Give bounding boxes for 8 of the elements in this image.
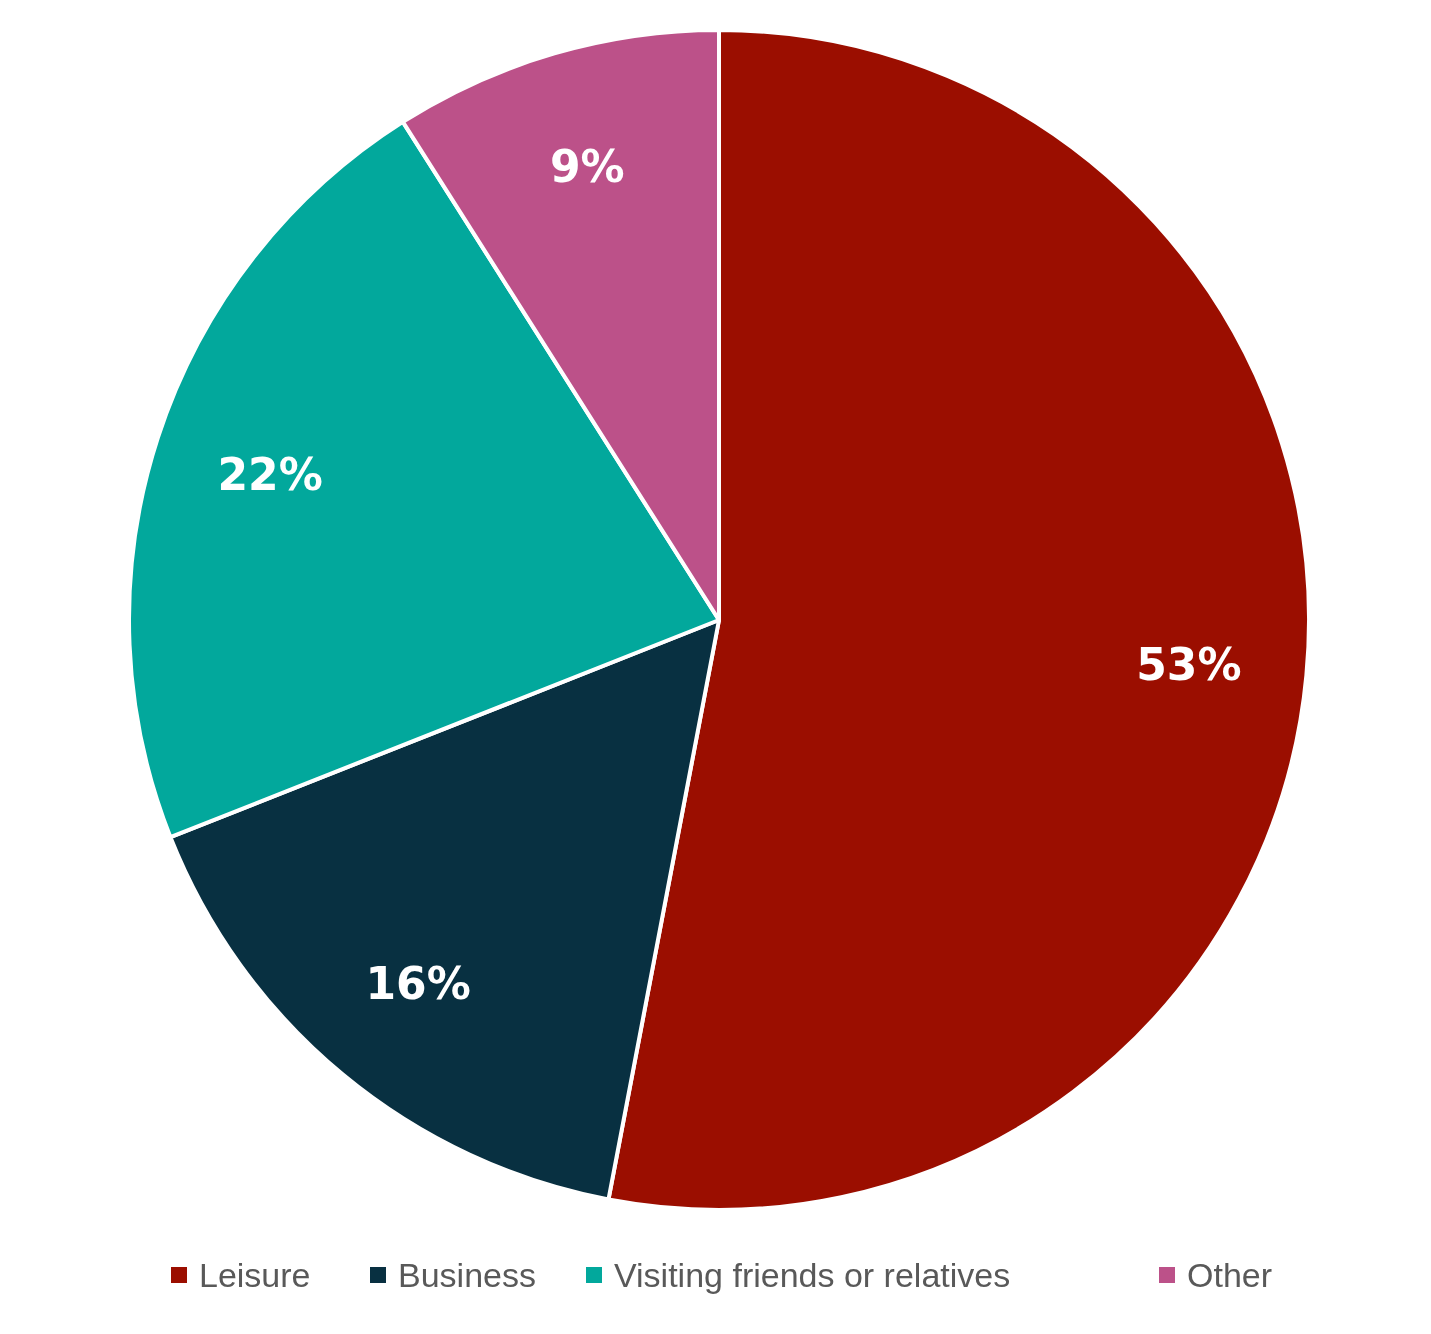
legend-label: Leisure: [199, 1255, 311, 1294]
data-label: 53%: [1136, 638, 1242, 690]
legend-label: Other: [1187, 1255, 1273, 1294]
legend-label: Visiting friends or relatives: [614, 1255, 1011, 1294]
legend-label: Business: [398, 1255, 536, 1294]
data-label: 16%: [365, 958, 471, 1010]
data-label: 22%: [217, 448, 323, 500]
data-label: 9%: [549, 141, 625, 193]
